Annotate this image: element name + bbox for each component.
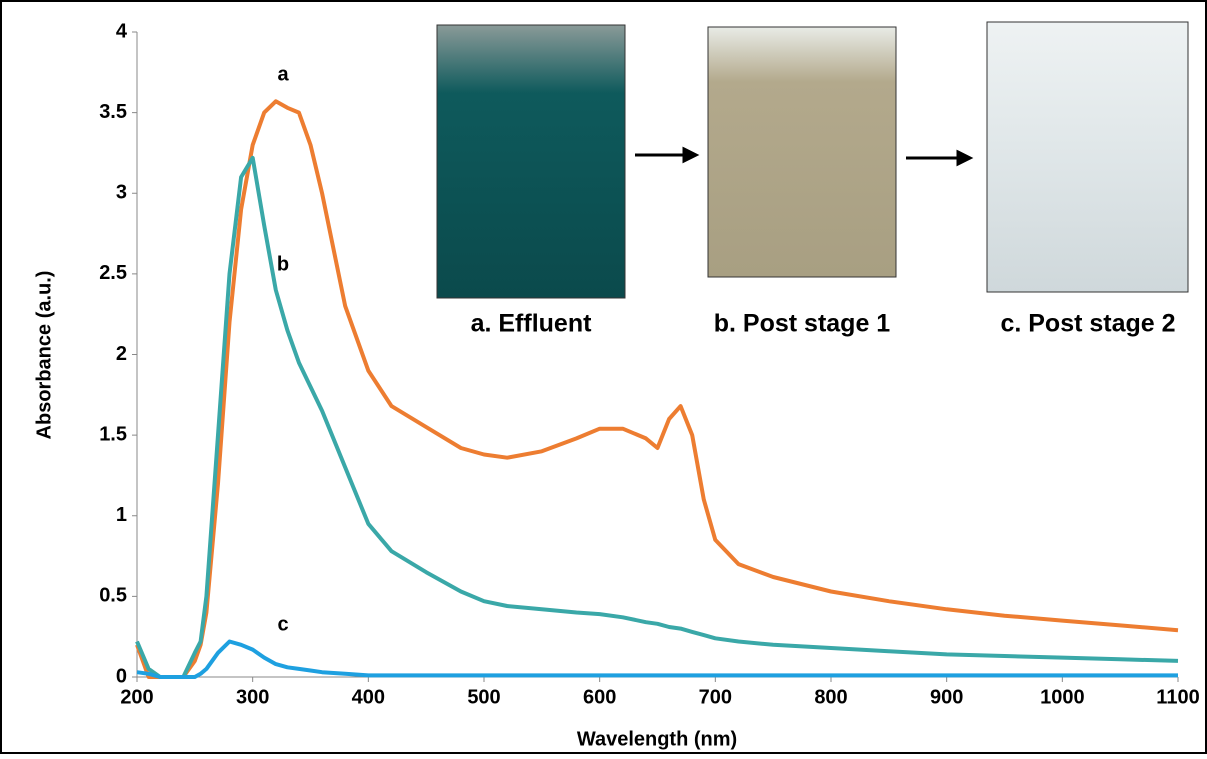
x-tick-label: 500	[467, 686, 500, 708]
caption: b. Post stage 1	[714, 310, 891, 338]
x-tick-label: 200	[120, 686, 153, 708]
caption: c. Post stage 2	[1000, 310, 1175, 338]
x-tick-label: 1000	[1040, 686, 1085, 708]
y-tick-label: 2	[116, 343, 127, 365]
x-tick-label: 800	[814, 686, 847, 708]
x-tick-label: 300	[236, 686, 269, 708]
x-tick-label: 900	[930, 686, 963, 708]
y-axis-title: Absorbance (a.u.)	[33, 271, 55, 440]
photo-stage2	[986, 21, 1189, 293]
y-tick-label: 2.5	[99, 262, 127, 284]
arrows	[635, 146, 974, 167]
series-line	[136, 639, 1178, 679]
y-tick-label: 3.5	[99, 101, 127, 123]
series-label: c	[277, 613, 288, 635]
series-label: a	[277, 63, 289, 85]
x-tick-label: 400	[352, 686, 385, 708]
y-tick-label: 4	[116, 20, 128, 42]
series-line	[135, 155, 1179, 679]
y-tick-label: 1.5	[99, 423, 127, 445]
x-tick-label: 700	[699, 686, 732, 708]
x-axis-title: Wavelength (nm)	[577, 728, 737, 750]
x-tick-label: 1100	[1156, 686, 1199, 708]
x-tick-label: 600	[583, 686, 616, 708]
caption: a. Effluent	[471, 310, 593, 338]
y-tick-label: 0.5	[99, 585, 127, 607]
series-label: b	[277, 253, 289, 275]
photo-stage1	[707, 26, 897, 278]
photo-effluent	[436, 24, 626, 299]
y-tick-label: 1	[116, 504, 127, 526]
y-tick-label: 3	[116, 182, 127, 204]
y-tick-label: 0	[116, 665, 127, 687]
